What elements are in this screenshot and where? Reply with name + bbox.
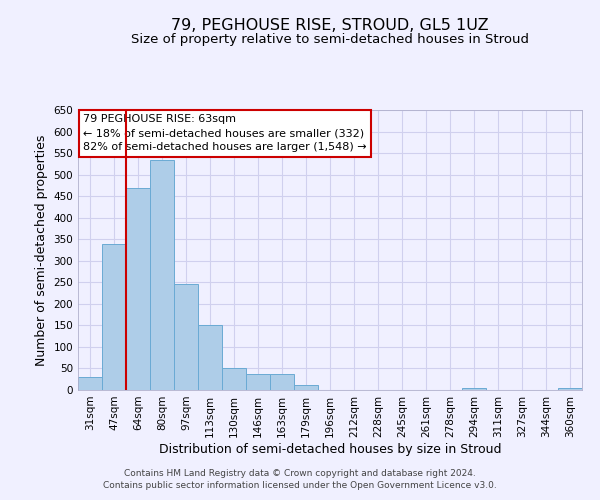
Bar	[222, 368, 246, 390]
Bar	[126, 188, 150, 390]
Bar	[558, 388, 582, 390]
X-axis label: Distribution of semi-detached houses by size in Stroud: Distribution of semi-detached houses by …	[159, 442, 501, 456]
Text: Size of property relative to semi-detached houses in Stroud: Size of property relative to semi-detach…	[131, 32, 529, 46]
Y-axis label: Number of semi-detached properties: Number of semi-detached properties	[35, 134, 48, 366]
Text: Contains public sector information licensed under the Open Government Licence v3: Contains public sector information licen…	[103, 481, 497, 490]
Text: Contains HM Land Registry data © Crown copyright and database right 2024.: Contains HM Land Registry data © Crown c…	[124, 468, 476, 477]
Bar	[102, 244, 126, 390]
Bar	[270, 374, 294, 390]
Bar	[198, 326, 222, 390]
Bar	[246, 374, 270, 390]
Bar	[174, 284, 198, 390]
Bar	[78, 377, 102, 390]
Bar	[294, 385, 318, 390]
Bar	[150, 160, 174, 390]
Bar	[462, 388, 486, 390]
Text: 79 PEGHOUSE RISE: 63sqm
← 18% of semi-detached houses are smaller (332)
82% of s: 79 PEGHOUSE RISE: 63sqm ← 18% of semi-de…	[83, 114, 367, 152]
Text: 79, PEGHOUSE RISE, STROUD, GL5 1UZ: 79, PEGHOUSE RISE, STROUD, GL5 1UZ	[171, 18, 489, 32]
